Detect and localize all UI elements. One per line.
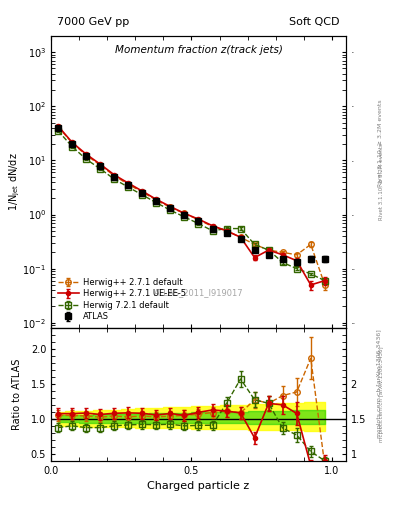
Text: Momentum fraction z(track jets): Momentum fraction z(track jets): [114, 45, 283, 55]
X-axis label: Charged particle z: Charged particle z: [147, 481, 250, 491]
Y-axis label: 1/N$_\mathregular{jet}$ dN/dz: 1/N$_\mathregular{jet}$ dN/dz: [7, 153, 22, 211]
Text: Soft QCD: Soft QCD: [290, 17, 340, 27]
Text: mcplots.cern.ch [arXiv:1306.3436]: mcplots.cern.ch [arXiv:1306.3436]: [379, 347, 384, 442]
Legend: Herwig++ 2.7.1 default, Herwig++ 2.7.1 UE-EE-5, Herwig 7.2.1 default, ATLAS: Herwig++ 2.7.1 default, Herwig++ 2.7.1 U…: [55, 275, 188, 324]
Text: Rivet 3.1.10, ≥ 3.2M events: Rivet 3.1.10, ≥ 3.2M events: [379, 143, 384, 220]
Text: mcplots.cern.ch [arXiv:1306.3436]: mcplots.cern.ch [arXiv:1306.3436]: [377, 330, 382, 438]
Text: ATLAS_2011_I919017: ATLAS_2011_I919017: [154, 288, 243, 297]
Text: 7000 GeV pp: 7000 GeV pp: [57, 17, 129, 27]
Y-axis label: Ratio to ATLAS: Ratio to ATLAS: [12, 359, 22, 430]
Text: Rivet 3.1.10, ≥ 3.2M events: Rivet 3.1.10, ≥ 3.2M events: [377, 99, 382, 187]
